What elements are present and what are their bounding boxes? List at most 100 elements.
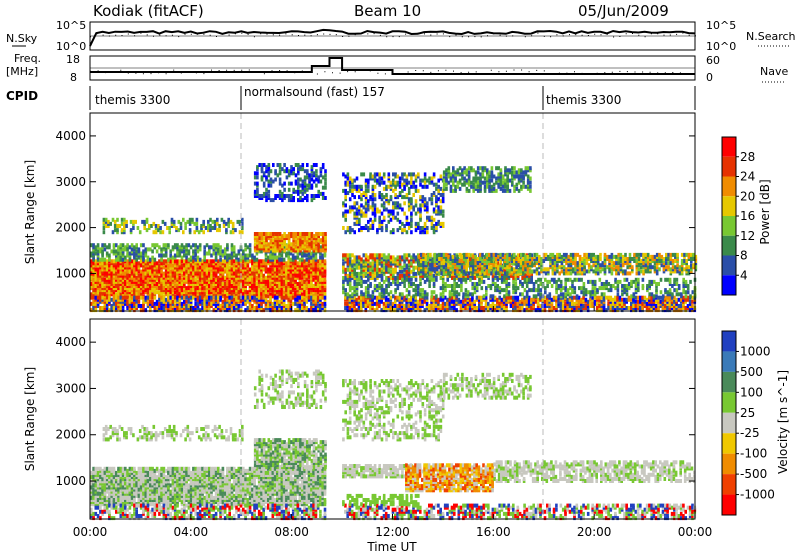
echo-cell	[248, 247, 252, 252]
echo-cell	[211, 219, 215, 224]
echo-cell	[230, 292, 234, 297]
echo-cell	[445, 168, 448, 173]
echo-cell	[197, 230, 201, 235]
echo-cell	[382, 265, 386, 270]
echo-cell	[324, 181, 327, 186]
echo-cell	[438, 265, 441, 270]
echo-cell	[398, 180, 402, 185]
echo-cell	[183, 286, 186, 291]
echo-cell	[101, 292, 104, 297]
echo-cell	[403, 178, 406, 183]
echo-cell	[276, 286, 279, 291]
echo-cell	[640, 259, 643, 263]
echo-cell	[289, 279, 293, 284]
echo-cell	[146, 265, 150, 270]
echo-cell	[262, 171, 266, 176]
echo-cell	[692, 263, 695, 268]
echo-cell	[460, 259, 464, 263]
echo-cell	[439, 174, 443, 179]
echo-cell	[560, 269, 564, 274]
echo-cell	[280, 279, 284, 284]
echo-cell	[414, 199, 418, 204]
echo-cell	[257, 269, 261, 274]
echo-cell	[194, 286, 197, 291]
echo-cell	[458, 178, 462, 183]
echo-cell	[119, 263, 123, 268]
echo-cell	[476, 257, 480, 261]
echo-cell	[285, 269, 288, 274]
echo-cell	[196, 255, 200, 260]
echo-cell	[451, 267, 455, 272]
echo-cell	[187, 286, 191, 291]
echo-cell	[526, 254, 530, 259]
echo-cell	[257, 259, 261, 264]
echo-cell	[112, 259, 116, 264]
echo-cell	[533, 252, 536, 257]
echo-cell	[244, 282, 247, 286]
echo-cell	[176, 290, 179, 295]
echo-cell	[146, 273, 150, 278]
echo-cell	[479, 176, 482, 181]
echo-cell	[232, 290, 236, 295]
echo-cell	[278, 265, 281, 270]
echo-cell	[529, 176, 532, 181]
echo-cell	[362, 226, 366, 230]
echo-cell	[624, 252, 627, 257]
echo-cell	[342, 226, 345, 230]
echo-cell	[223, 286, 227, 291]
echo-cell	[194, 277, 197, 282]
echo-cell	[426, 184, 429, 189]
echo-cell	[125, 219, 128, 224]
echo-cell	[196, 275, 200, 280]
echo-cell	[346, 267, 350, 272]
echo-cell	[665, 261, 668, 266]
echo-cell	[513, 188, 516, 193]
echo-cell	[102, 226, 106, 230]
echo-cell	[237, 292, 241, 297]
echo-cell	[260, 265, 263, 270]
echo-cell	[421, 199, 425, 204]
echo-cell	[280, 265, 284, 270]
echo-cell	[228, 279, 231, 284]
echo-cell	[276, 232, 280, 236]
echo-cell	[183, 282, 186, 286]
echo-cell	[164, 286, 168, 291]
echo-cell	[269, 253, 272, 258]
echo-cell	[183, 292, 186, 297]
echo-cell	[202, 230, 205, 235]
echo-cell	[360, 263, 363, 268]
echo-cell	[276, 279, 279, 284]
echo-cell	[194, 269, 197, 274]
echo-cell	[139, 279, 143, 284]
echo-cell	[392, 188, 395, 193]
echo-cell	[189, 265, 193, 270]
echo-cell	[115, 263, 118, 268]
echo-cell	[373, 217, 377, 222]
echo-cell	[423, 221, 427, 226]
echo-cell	[232, 282, 236, 286]
echo-cell	[99, 290, 102, 295]
echo-cell	[128, 279, 132, 284]
echo-cell	[167, 279, 170, 284]
echo-cell	[151, 263, 154, 268]
echo-cell	[422, 252, 425, 257]
echo-cell	[150, 224, 153, 228]
echo-cell	[146, 261, 150, 266]
echo-cell	[260, 277, 263, 282]
echo-cell	[476, 269, 480, 274]
echo-cell	[419, 195, 422, 200]
echo-cell	[553, 271, 557, 276]
echo-cell	[492, 174, 496, 179]
echo-cell	[346, 191, 350, 195]
echo-cell	[635, 271, 639, 276]
echo-cell	[269, 232, 273, 236]
echo-cell	[414, 203, 418, 208]
echo-cell	[208, 275, 211, 280]
echo-cell	[139, 243, 143, 248]
echo-cell	[599, 257, 602, 261]
echo-cell	[212, 265, 216, 270]
echo-cell	[219, 282, 222, 286]
echo-cell	[319, 167, 323, 172]
echo-cell	[90, 286, 93, 291]
echo-cell	[358, 217, 361, 222]
